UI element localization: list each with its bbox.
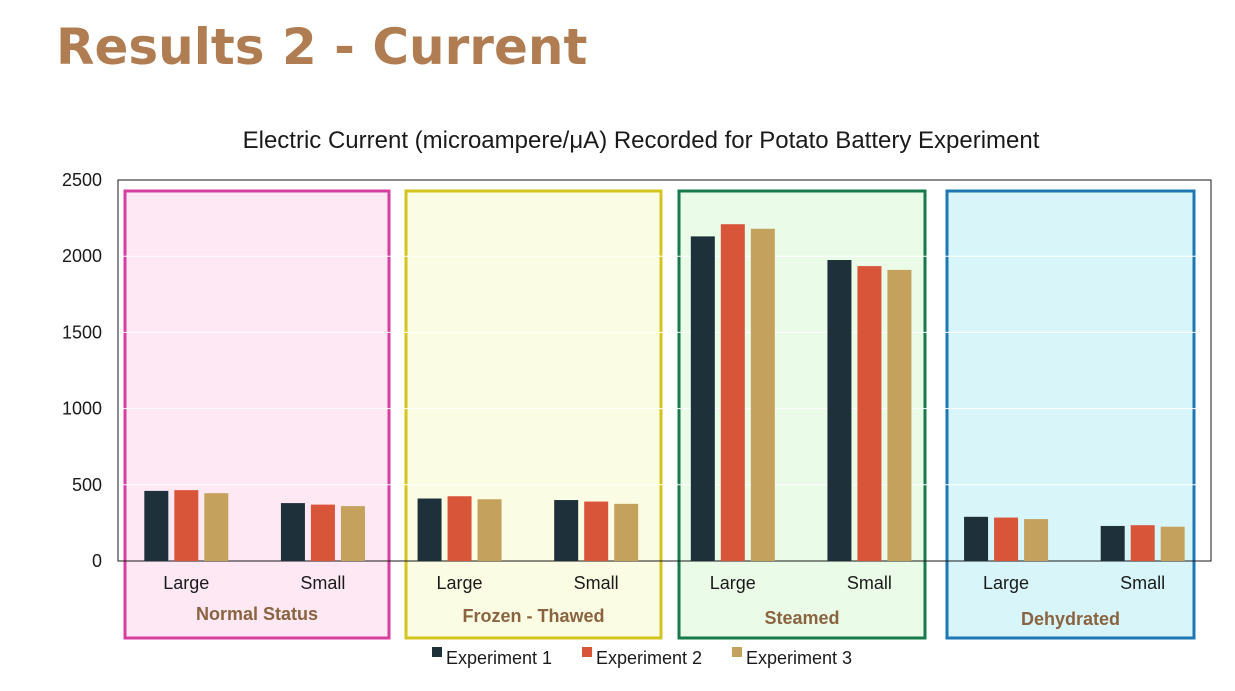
bar: [174, 490, 199, 561]
group-label: Frozen - Thawed: [462, 606, 604, 626]
bar: [1160, 526, 1185, 561]
bar: [417, 498, 442, 561]
y-tick-label: 2000: [62, 246, 102, 266]
y-tick-label: 500: [72, 475, 102, 495]
x-category-label: Large: [710, 573, 756, 593]
group-boxes: [123, 189, 1196, 640]
y-tick-label: 1500: [62, 322, 102, 342]
bar: [554, 500, 579, 561]
bar: [614, 503, 639, 561]
bar: [477, 499, 502, 561]
legend-swatch: [432, 647, 442, 657]
y-tick-label: 1000: [62, 399, 102, 419]
x-category-label: Small: [1120, 573, 1165, 593]
legend-label: Experiment 3: [746, 648, 852, 668]
bar: [720, 224, 745, 562]
bar: [310, 504, 335, 561]
y-axis-ticks: 0 500 1000 1500 2000 2500: [62, 170, 102, 571]
bar: [1100, 525, 1125, 561]
bar: [887, 269, 912, 561]
bar: [690, 236, 715, 561]
gridlines: [118, 255, 1211, 486]
bars: [118, 224, 1211, 562]
bar: [584, 501, 609, 561]
legend: Experiment 1 Experiment 2 Experiment 3: [432, 647, 852, 668]
legend-label: Experiment 1: [446, 648, 552, 668]
x-category-label: Small: [847, 573, 892, 593]
legend-swatch: [582, 647, 592, 657]
bar: [994, 517, 1019, 561]
chart-title: Electric Current (microampere/μA) Record…: [243, 127, 1040, 154]
x-category-label: Small: [574, 573, 619, 593]
bar: [750, 228, 775, 561]
x-axis-categories: Large Small Large Small Large Small Large Small: [163, 573, 1165, 593]
y-tick-label: 2500: [62, 170, 102, 190]
x-category-label: Large: [437, 573, 483, 593]
group-box-3: [677, 189, 927, 640]
bar: [144, 490, 169, 561]
x-category-label: Small: [300, 573, 345, 593]
slide-title: Results 2 - Current: [56, 18, 588, 76]
bar: [340, 506, 365, 561]
group-box-2: [404, 189, 663, 640]
y-tick-label: 0: [92, 551, 102, 571]
group-label: Dehydrated: [1021, 609, 1120, 629]
bar: [204, 493, 229, 561]
bar: [447, 496, 472, 561]
group-box-1: [123, 189, 391, 640]
legend-label: Experiment 2: [596, 648, 702, 668]
bar: [964, 516, 989, 561]
x-category-label: Large: [163, 573, 209, 593]
group-labels: Normal Status Frozen - Thawed Steamed Dehyd…: [196, 604, 1120, 629]
bar: [1130, 525, 1155, 561]
x-category-label: Large: [983, 573, 1029, 593]
group-box-4: [945, 189, 1196, 640]
group-label: Normal Status: [196, 604, 318, 624]
bar: [857, 266, 882, 561]
bar: [1024, 519, 1049, 561]
group-label: Steamed: [764, 608, 839, 628]
bar: [280, 503, 305, 561]
legend-swatch: [732, 647, 742, 657]
bar: [827, 260, 852, 561]
